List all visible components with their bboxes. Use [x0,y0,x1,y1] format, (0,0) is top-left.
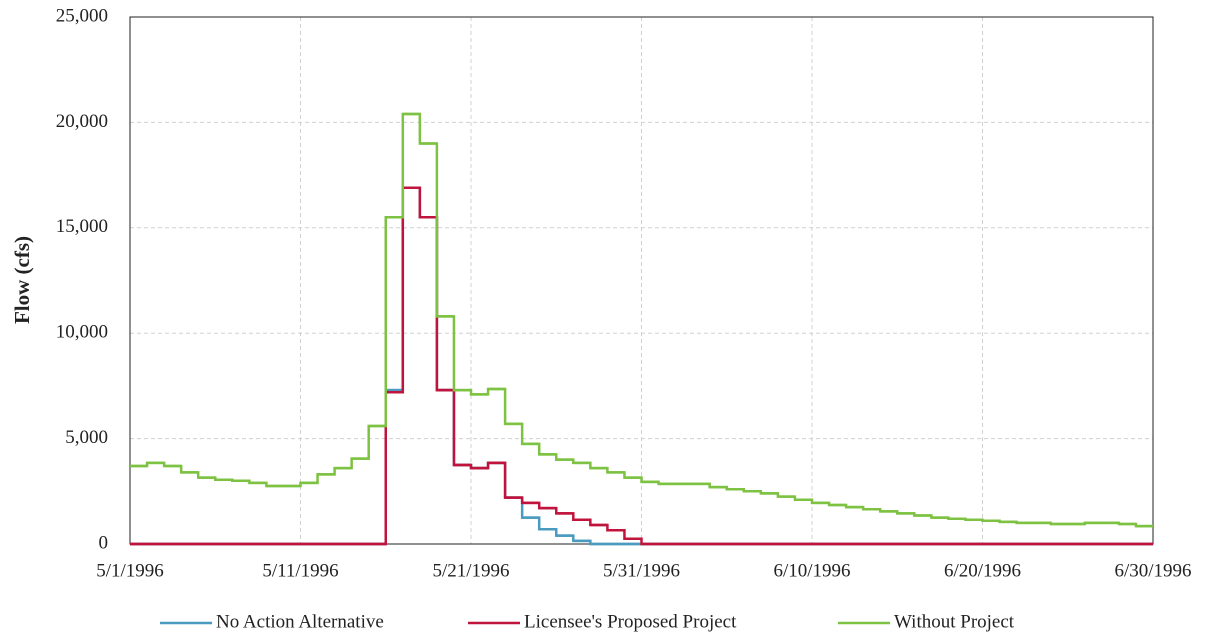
y-tick-label: 15,000 [56,216,108,237]
legend-label: Licensee's Proposed Project [524,611,737,632]
y-axis-label: Flow (cfs) [10,236,34,324]
y-tick-label: 25,000 [56,5,108,26]
y-tick-label: 0 [99,532,109,553]
x-tick-label: 5/11/1996 [262,560,338,581]
y-tick-label: 20,000 [56,111,108,132]
x-tick-label: 5/1/1996 [96,560,164,581]
x-tick-label: 6/20/1996 [944,560,1021,581]
x-tick-label: 6/30/1996 [1114,560,1191,581]
y-tick-label: 10,000 [56,322,108,343]
legend-label: Without Project [894,611,1015,632]
legend-label: No Action Alternative [216,611,384,632]
y-tick-label: 5,000 [65,427,108,448]
x-tick-label: 6/10/1996 [773,560,850,581]
x-tick-label: 5/31/1996 [603,560,680,581]
x-tick-label: 5/21/1996 [432,560,509,581]
